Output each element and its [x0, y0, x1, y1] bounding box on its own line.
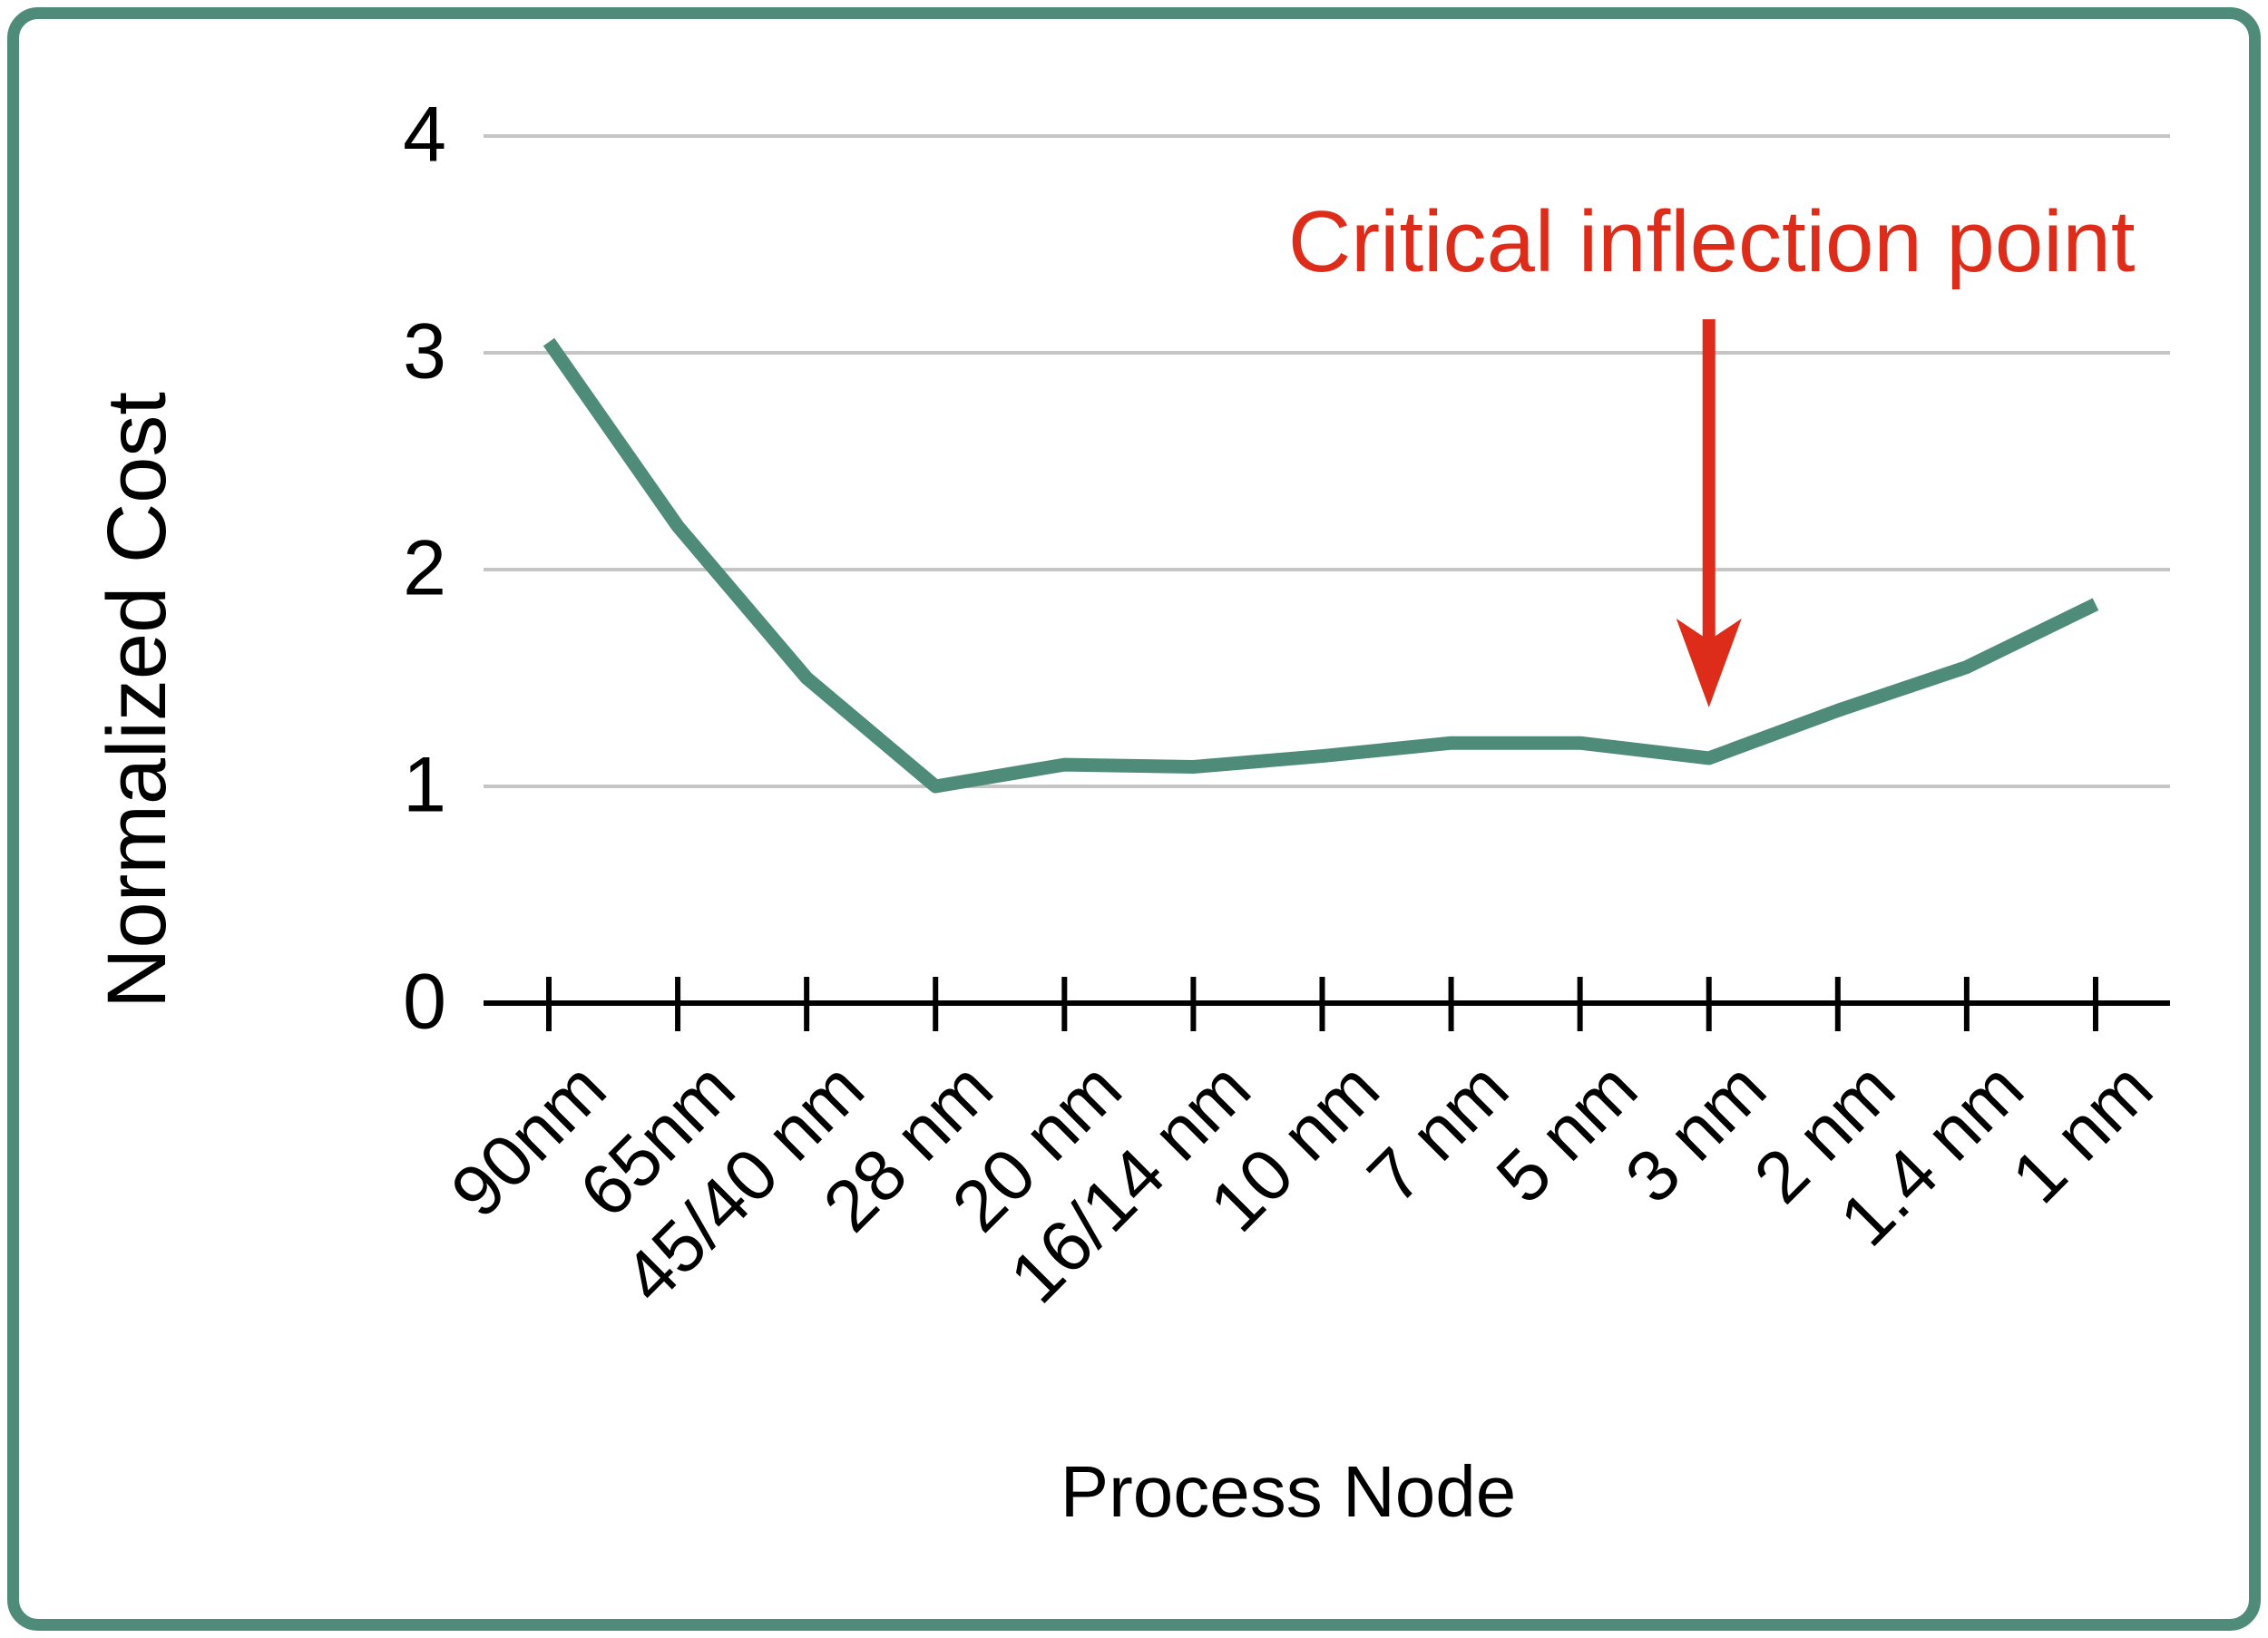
- x-axis-title: Process Node: [1060, 1451, 1517, 1532]
- y-tick-label: 3: [403, 307, 446, 395]
- y-tick-label: 0: [403, 958, 446, 1046]
- cost-line: [543, 337, 2099, 794]
- y-tick-label: 1: [403, 741, 446, 829]
- y-axis-title: Normalized Cost: [91, 392, 183, 1009]
- y-tick-label: 2: [403, 524, 446, 612]
- down-arrow-icon: [1676, 619, 1742, 707]
- annotation-label: Critical inflection point: [1287, 193, 2136, 290]
- y-tick-label: 4: [403, 91, 446, 179]
